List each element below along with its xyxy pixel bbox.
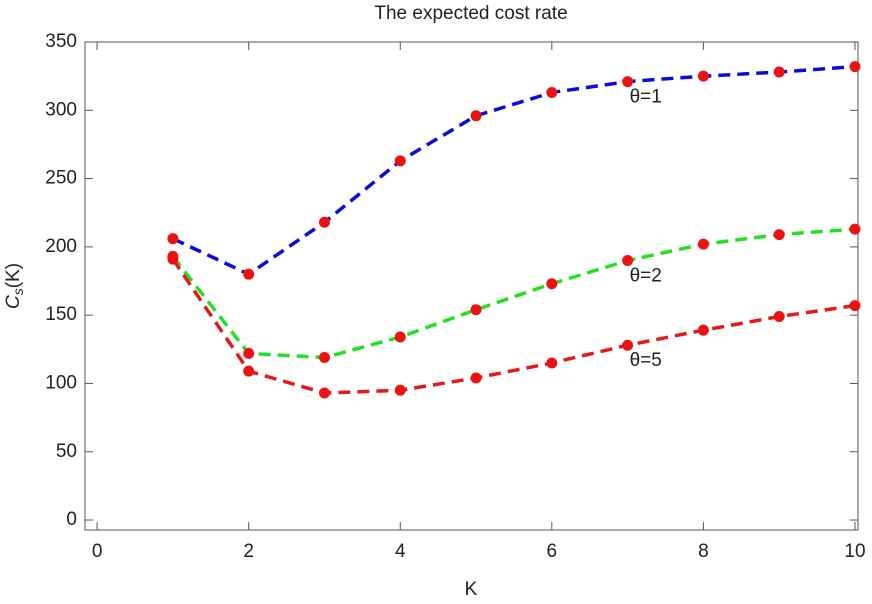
y-tick-label: 150 (45, 304, 77, 325)
data-point (622, 255, 634, 267)
data-point (167, 233, 179, 245)
data-point (243, 365, 255, 377)
data-point (622, 339, 634, 351)
data-point (697, 70, 709, 82)
series-annotation: θ=5 (630, 350, 662, 371)
y-tick-label: 100 (45, 372, 77, 393)
data-point (470, 110, 482, 122)
series-line (172, 64, 856, 277)
data-point (243, 347, 255, 359)
y-tick-label: 350 (45, 31, 77, 52)
data-point (849, 61, 861, 73)
data-point (546, 87, 558, 99)
y-tick-label: 50 (56, 441, 77, 462)
y-tick-label: 300 (45, 99, 77, 120)
data-point (318, 351, 330, 363)
x-tick-label: 6 (547, 541, 558, 562)
x-axis-label: K (465, 579, 478, 600)
data-point (167, 253, 179, 265)
data-point (849, 223, 861, 235)
x-tick-label: 0 (92, 541, 103, 562)
data-point (394, 155, 406, 167)
data-point (318, 387, 330, 399)
data-point (243, 268, 255, 280)
x-tick-label: 2 (243, 541, 254, 562)
data-point (546, 357, 558, 369)
x-tick-label: 10 (844, 541, 865, 562)
data-point (773, 311, 785, 323)
data-point (849, 300, 861, 312)
x-tick-label: 8 (698, 541, 709, 562)
series-line (171, 227, 856, 360)
data-point (394, 331, 406, 343)
data-point (773, 229, 785, 241)
y-tick-label: 250 (45, 168, 77, 189)
x-tick-label: 4 (395, 541, 406, 562)
series-line (171, 258, 856, 395)
data-point (697, 324, 709, 336)
data-point (697, 238, 709, 250)
data-point (318, 216, 330, 228)
plot-frame (84, 41, 859, 531)
data-point (470, 372, 482, 384)
y-tick-label: 0 (66, 509, 77, 530)
y-tick-label: 200 (45, 236, 77, 257)
y-axis-label: Cs(K) (3, 263, 26, 309)
data-point (394, 384, 406, 396)
chart-title: The expected cost rate (374, 3, 567, 24)
data-point (622, 76, 634, 88)
data-point (773, 66, 785, 78)
series-annotation: θ=1 (630, 87, 662, 108)
data-point (546, 278, 558, 290)
data-point (470, 304, 482, 316)
series-annotation: θ=2 (630, 266, 662, 287)
